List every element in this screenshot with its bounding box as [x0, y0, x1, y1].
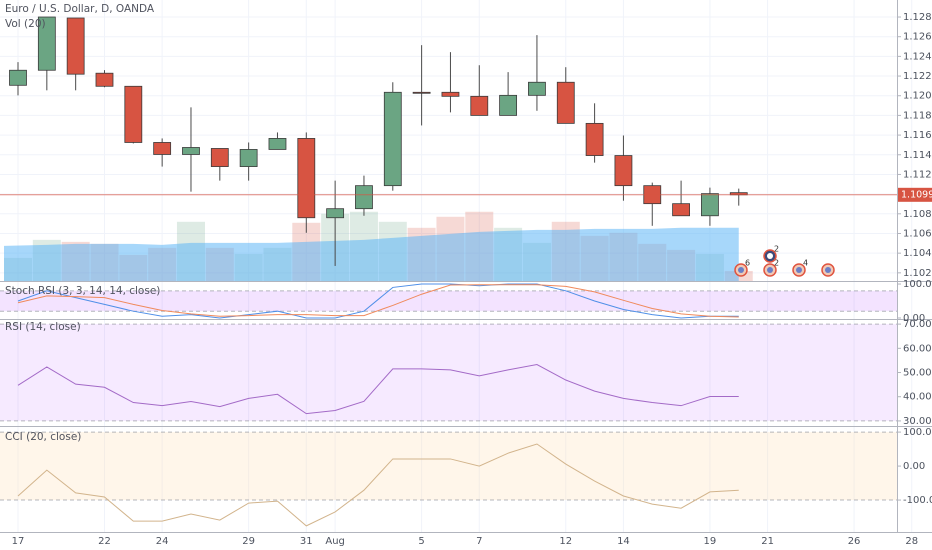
- indicator-line: [17, 364, 739, 415]
- y-tick-label: 100.00: [903, 427, 932, 438]
- candle-body: [672, 203, 690, 217]
- x-tick-label: 22: [98, 536, 111, 547]
- y-tick-label: 60.00: [903, 343, 932, 354]
- x-tick-label: 17: [12, 536, 25, 547]
- candle-body: [383, 91, 402, 187]
- y-tick-label: 1.11400: [903, 150, 932, 161]
- y-tick-label: 100.00: [903, 279, 932, 290]
- y-tick-label: 1.10800: [903, 209, 932, 220]
- y-tick-label: 70.00: [903, 319, 932, 330]
- chart-title: Euro / U.S. Dollar, D, OANDA: [5, 3, 155, 15]
- event-marker-inner: [767, 253, 773, 259]
- x-tick-label: 5: [418, 536, 424, 547]
- candle-body: [585, 122, 604, 156]
- indicator-line: [17, 284, 739, 318]
- indicator-line: [17, 283, 739, 319]
- y-tick-label: 0.00: [903, 313, 925, 324]
- volume-title: Vol (20): [5, 18, 46, 30]
- y-tick-label: 1.12400: [903, 51, 932, 62]
- x-tick-label: 7: [476, 536, 482, 547]
- y-tick-label: 1.12200: [903, 71, 932, 82]
- y-tick-label: 1.12800: [903, 12, 932, 23]
- y-tick-label: 0.00: [903, 461, 925, 472]
- y-tick-label: 30.00: [903, 416, 932, 427]
- event-count: 2: [774, 245, 779, 254]
- indicator-line: [17, 443, 739, 527]
- y-tick-label: 1.12000: [903, 91, 932, 102]
- candle-body: [614, 155, 633, 187]
- candle-body: [355, 185, 373, 210]
- y-tick-label: 50.00: [903, 368, 932, 379]
- y-tick-label: 40.00: [903, 392, 932, 403]
- y-tick-label: -100.00: [903, 495, 932, 506]
- candle-body: [268, 138, 287, 150]
- candle-body: [66, 17, 85, 75]
- candle-body: [124, 85, 143, 143]
- event-marker-inner: [738, 267, 744, 273]
- y-tick-label: 1.10600: [903, 228, 932, 239]
- y-tick-label: 1.12600: [903, 32, 932, 43]
- x-tick-label: 26: [848, 536, 861, 547]
- x-tick-label: 21: [761, 536, 774, 547]
- event-marker-inner: [796, 267, 802, 273]
- candle-body: [470, 95, 489, 116]
- last-price-label: 1.10993: [901, 189, 932, 200]
- x-tick-label: 31: [300, 536, 313, 547]
- candle-body: [701, 193, 719, 217]
- x-tick-label: 28: [905, 536, 918, 547]
- event-marker-inner: [767, 267, 773, 273]
- candle-body: [297, 138, 316, 219]
- candle-body: [499, 94, 518, 116]
- candle-body: [239, 149, 258, 167]
- indicator-band: [0, 290, 897, 312]
- candle-body: [37, 16, 56, 71]
- candle-body: [326, 208, 345, 219]
- y-tick-label: 1.10200: [903, 268, 932, 279]
- candle-body: [182, 147, 200, 155]
- pane-title: CCI (20, close): [5, 431, 81, 443]
- y-tick-label: 1.11600: [903, 130, 932, 141]
- event-count: 6: [745, 259, 750, 268]
- indicator-band: [0, 432, 897, 501]
- x-tick-label: Aug: [325, 536, 345, 547]
- x-tick-label: 14: [617, 536, 630, 547]
- marks-layer: [0, 16, 897, 527]
- x-tick-label: 24: [156, 536, 169, 547]
- candle-body: [441, 91, 460, 97]
- candle-body: [9, 69, 27, 86]
- candle-body: [153, 142, 172, 155]
- candle-body: [210, 148, 229, 167]
- x-tick-label: 12: [559, 536, 572, 547]
- candle-body: [412, 91, 431, 94]
- y-tick-label: 1.11200: [903, 169, 932, 180]
- x-tick-label: 19: [704, 536, 717, 547]
- event-count: 4: [803, 259, 808, 268]
- candle-body: [528, 81, 546, 96]
- indicator-band: [0, 324, 897, 421]
- candle-body: [556, 81, 575, 124]
- last-price-tag: [898, 187, 932, 202]
- volume-ma-area: [4, 227, 739, 281]
- y-tick-label: 1.10400: [903, 248, 932, 259]
- pane-title: RSI (14, close): [5, 321, 81, 333]
- candle-body: [95, 72, 114, 87]
- event-marker-inner: [825, 267, 831, 273]
- event-count: 2: [774, 259, 779, 268]
- x-tick-label: 29: [242, 536, 255, 547]
- pane-title: Stoch RSI (3, 3, 14, 14, close): [5, 285, 160, 297]
- y-tick-label: 1.11800: [903, 110, 932, 121]
